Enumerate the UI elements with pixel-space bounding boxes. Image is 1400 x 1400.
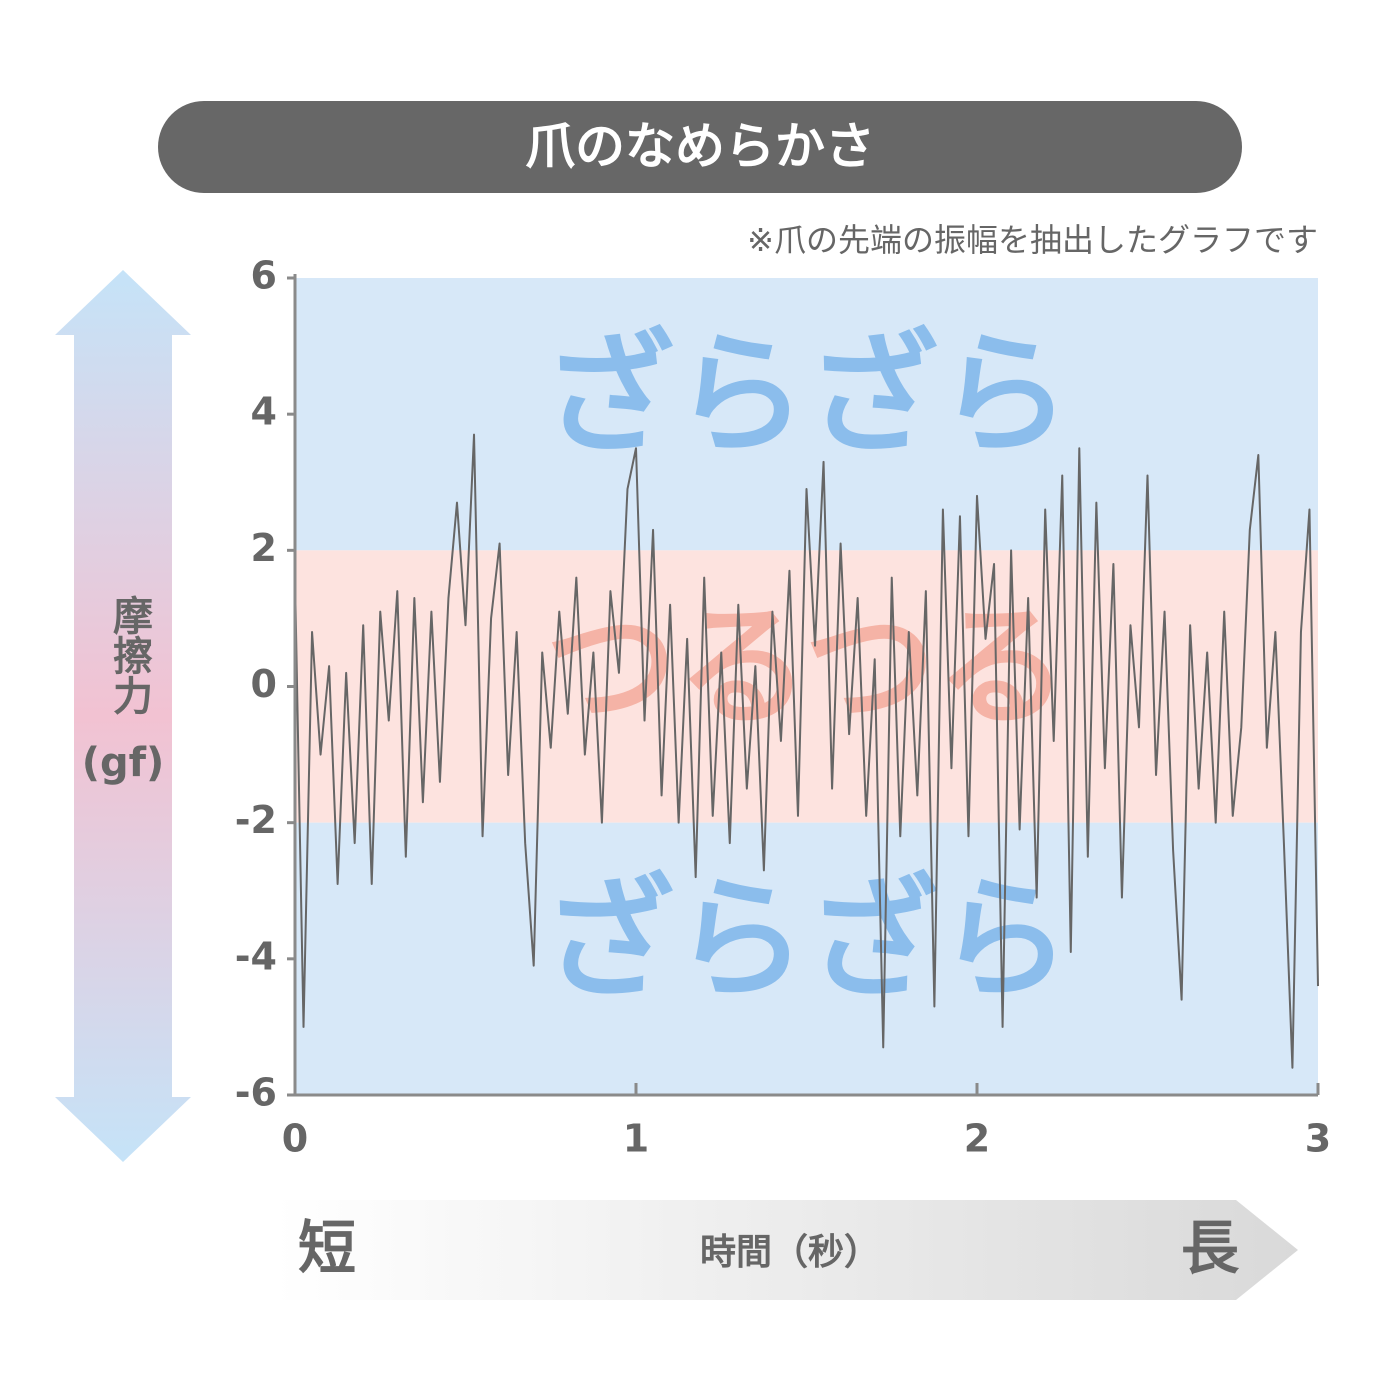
y-arrow [55,270,191,1162]
y-tick-label: -6 [235,1071,277,1115]
y-axis-unit: (gf) [81,740,165,786]
y-axis-label: 摩擦力 [106,595,152,715]
note: ※爪の先端の振幅を抽出したグラフです [747,221,1318,259]
data-line [294,433,1319,1069]
y-tick-label: 4 [251,390,277,434]
chart-title: 爪のなめらかさ [525,118,875,176]
band-label: つるつる [545,591,1068,745]
x-tick-label: 3 [1305,1117,1331,1161]
x-tick-label: 1 [623,1117,649,1161]
title-pill [158,101,1242,193]
x-start-label: 短 [298,1214,356,1282]
band [295,822,1318,1095]
band [295,550,1318,823]
y-tick-label: -4 [235,934,277,978]
x-axis-label: 時間（秒） [700,1232,880,1273]
y-tick-label: 6 [251,254,277,298]
x-end-label: 長 [1181,1214,1240,1282]
y-tick-label: -2 [235,798,277,842]
x-tick-label: 2 [964,1117,990,1161]
band-label: ざらざら [543,863,1071,1017]
x-arrow [275,1200,1298,1300]
x-tick-label: 0 [282,1117,308,1161]
band-label: ざらざら [543,318,1071,472]
y-tick-label: 2 [251,526,277,570]
y-tick-label: 0 [251,662,277,706]
